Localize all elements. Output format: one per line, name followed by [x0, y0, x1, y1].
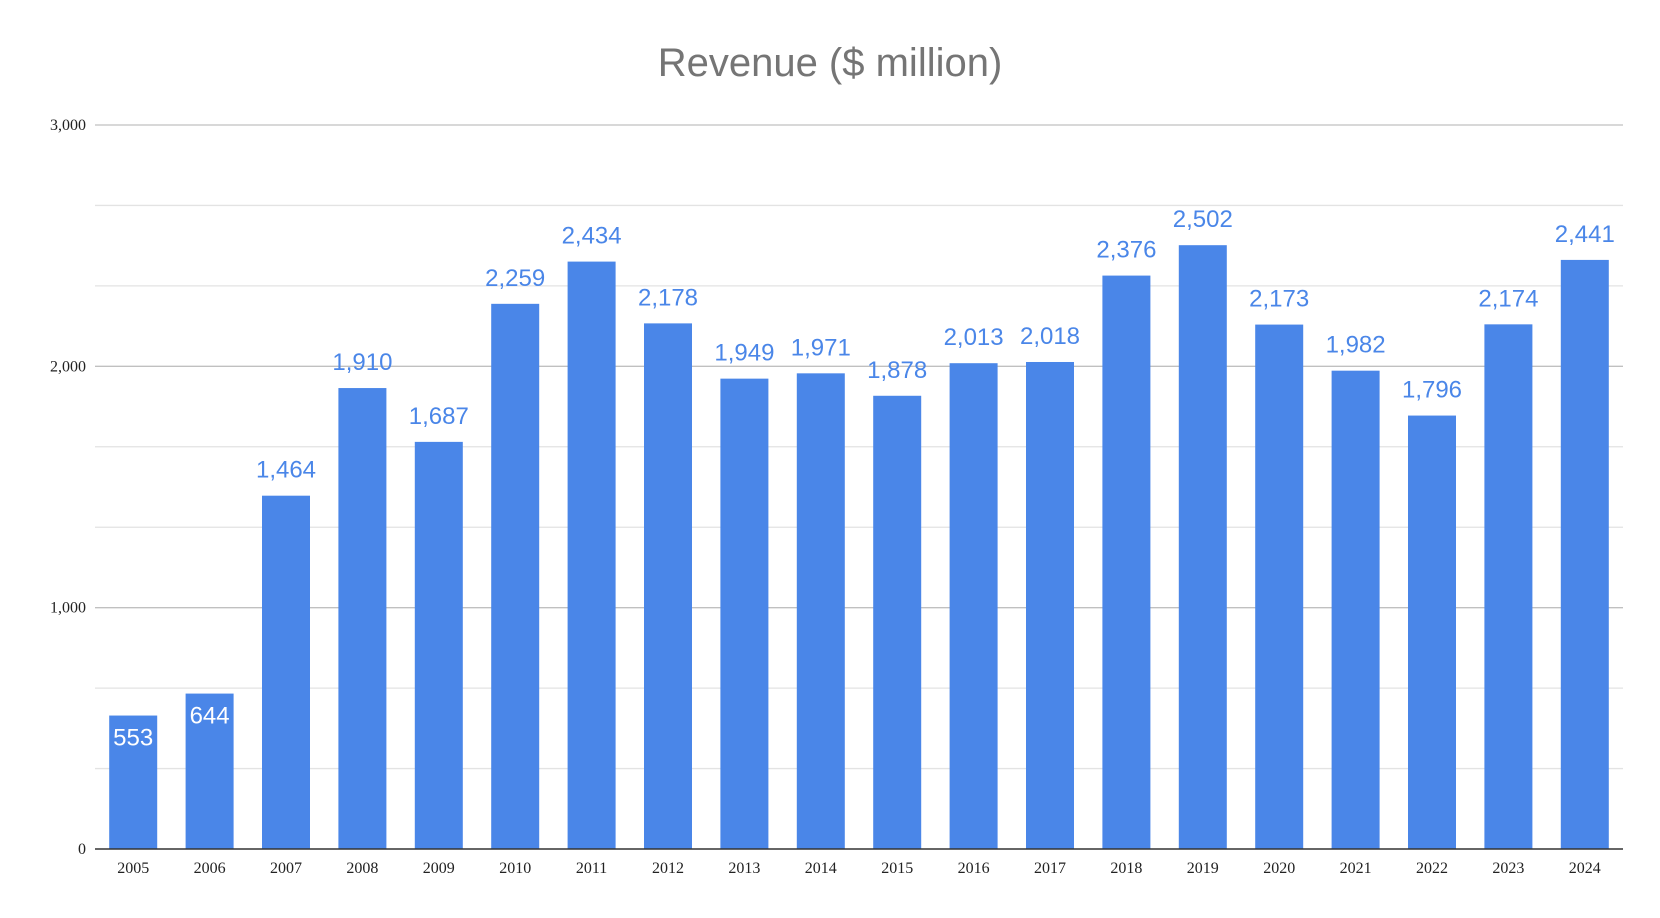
bar-2013: [720, 378, 769, 849]
x-tick-label-2022: 2022: [1416, 860, 1448, 877]
bar-2006: [185, 693, 234, 849]
data-label-2015: 1,878: [867, 357, 927, 384]
bar-2021: [1331, 370, 1380, 849]
x-tick-label-2015: 2015: [881, 860, 913, 877]
bar-2005: [109, 715, 158, 849]
data-label-2016: 2,013: [944, 324, 1004, 351]
x-axis-tick-labels: 2005 2006 2007 2008 2009 2010 2011 2012 2013 2014…: [117, 860, 1601, 877]
bar-2023: [1484, 324, 1533, 850]
x-tick-label-2005: 2005: [117, 860, 149, 877]
x-tick-label-2021: 2021: [1340, 860, 1372, 877]
bar-2015: [873, 395, 922, 849]
bar-2009: [414, 441, 463, 849]
bar-2008: [338, 388, 387, 849]
y-tick-label: 3,000: [50, 117, 86, 134]
x-tick-label-2023: 2023: [1492, 860, 1524, 877]
data-label-2010: 2,259: [485, 265, 545, 292]
y-tick-label: 2,000: [50, 358, 86, 375]
x-tick-label-2020: 2020: [1263, 860, 1295, 877]
gridlines: [95, 124, 1623, 770]
data-label-2008: 1,910: [332, 349, 392, 376]
y-tick-label: 0: [78, 841, 86, 858]
x-tick-label-2018: 2018: [1110, 860, 1142, 877]
bar-2024: [1560, 259, 1609, 849]
bar-2018: [1102, 275, 1151, 849]
bar-2011: [567, 261, 616, 849]
bar-2017: [1026, 361, 1074, 849]
data-label-2012: 2,178: [638, 284, 698, 311]
bars: [109, 245, 1609, 850]
data-label-2019: 2,502: [1173, 206, 1233, 233]
bar-2022: [1408, 415, 1456, 849]
data-label-2018: 2,376: [1096, 237, 1156, 264]
data-label-2023: 2,174: [1478, 285, 1538, 312]
x-tick-label-2014: 2014: [805, 860, 837, 877]
data-labels: 553 644 1,464 1,910 1,687 2,259 2,434 2,178 1,94…: [113, 206, 1615, 751]
data-label-2014: 1,971: [791, 334, 851, 361]
bar-2019: [1178, 245, 1227, 849]
bar-2012: [644, 323, 692, 850]
data-label-2024: 2,441: [1555, 221, 1615, 248]
bar-2014: [796, 373, 845, 849]
x-tick-label-2017: 2017: [1034, 860, 1066, 877]
data-label-2006: 644: [190, 703, 230, 730]
x-tick-label-2011: 2011: [576, 860, 607, 877]
bar-2020: [1255, 324, 1304, 850]
data-label-2017: 2,018: [1020, 323, 1080, 350]
x-tick-label-2007: 2007: [270, 860, 302, 877]
data-label-2011: 2,434: [562, 223, 622, 250]
x-tick-label-2010: 2010: [499, 860, 531, 877]
data-label-2020: 2,173: [1249, 286, 1309, 313]
x-tick-label-2013: 2013: [728, 860, 760, 877]
bar-2016: [949, 363, 998, 849]
data-label-2021: 1,982: [1326, 332, 1386, 359]
bar-2010: [491, 303, 540, 849]
chart-title: Revenue ($ million): [658, 41, 1003, 85]
data-label-2013: 1,949: [714, 340, 774, 367]
data-label-2007: 1,464: [256, 457, 316, 484]
x-tick-label-2019: 2019: [1187, 860, 1219, 877]
y-axis-tick-labels: 0 1,000 2,000 3,000: [50, 117, 86, 858]
y-tick-label: 1,000: [50, 600, 86, 617]
x-tick-label-2008: 2008: [346, 860, 378, 877]
x-tick-label-2016: 2016: [958, 860, 990, 877]
x-tick-label-2006: 2006: [194, 860, 226, 877]
data-label-2009: 1,687: [409, 403, 469, 430]
data-label-2022: 1,796: [1402, 377, 1462, 404]
data-label-2005: 553: [113, 725, 153, 752]
x-tick-label-2024: 2024: [1569, 860, 1601, 877]
x-tick-label-2009: 2009: [423, 860, 455, 877]
x-tick-label-2012: 2012: [652, 860, 684, 877]
bar-2007: [262, 495, 310, 849]
